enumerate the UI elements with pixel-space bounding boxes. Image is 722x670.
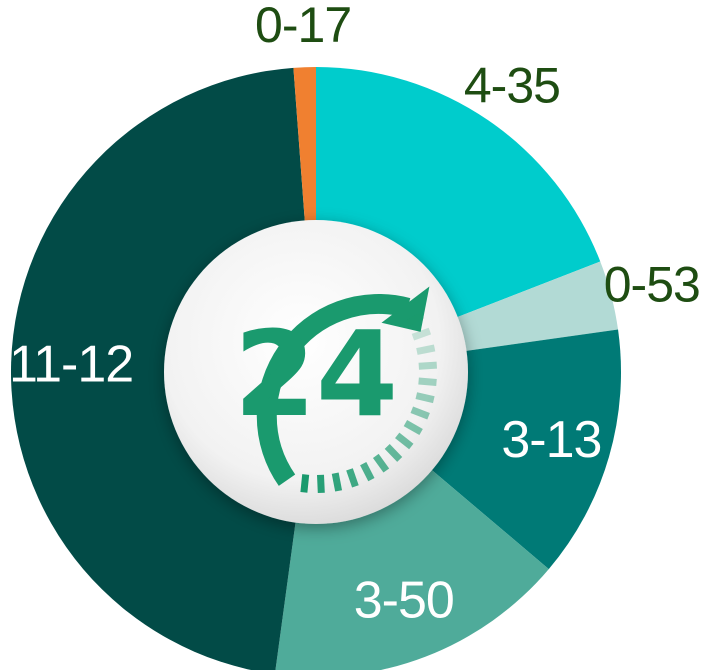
arc-dash xyxy=(411,327,432,341)
arc-dash xyxy=(346,468,359,488)
center-hub: 24 xyxy=(164,220,468,524)
arc-dash xyxy=(405,312,425,327)
slice-label-2: 3-13 xyxy=(501,411,601,469)
arc-dash xyxy=(403,420,423,436)
slice-label-0: 4-35 xyxy=(464,58,560,114)
arc-dash xyxy=(300,474,310,493)
chart-slices xyxy=(11,67,622,670)
slice-4 xyxy=(11,67,316,670)
arc-dash xyxy=(416,344,436,355)
arc-dash xyxy=(317,474,325,494)
arc-dash xyxy=(331,472,343,492)
arc-dash xyxy=(418,377,437,386)
arc-dash xyxy=(360,462,375,482)
chart-labels: 4-35 0-53 3-13 3-50 11-12 0-17 xyxy=(9,0,701,630)
rotation-arc xyxy=(256,294,411,486)
slice-label-1: 0-53 xyxy=(604,256,700,312)
arc-dash xyxy=(415,392,435,404)
arrow-head-icon xyxy=(381,286,430,332)
arc-dash xyxy=(372,453,390,473)
slice-label-4: 11-12 xyxy=(9,336,133,394)
arc-dash xyxy=(395,432,414,450)
center-label: 24 xyxy=(234,305,398,443)
arc-dash xyxy=(384,443,403,462)
arc-dash xyxy=(418,361,438,370)
slice-label-5: 0-17 xyxy=(255,0,351,53)
arc-dash xyxy=(410,406,430,420)
slice-label-3: 3-50 xyxy=(354,572,454,630)
